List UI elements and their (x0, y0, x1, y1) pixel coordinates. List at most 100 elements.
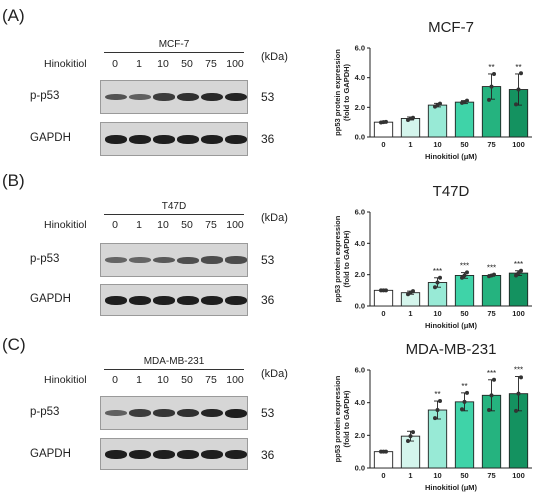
y-tick-label: 2.0 (355, 270, 365, 279)
blot-band (201, 92, 223, 102)
blot-band (105, 134, 127, 144)
blot-band (177, 256, 199, 264)
western-blot-gapdh (100, 438, 248, 470)
concentration-label: 10 (157, 374, 169, 386)
bar (454, 101, 475, 138)
concentration-label: 75 (205, 374, 217, 386)
bar (373, 451, 394, 469)
treatment-label: Hinokitiol (44, 219, 87, 231)
data-point (514, 408, 518, 413)
kda-label: (kDa) (261, 51, 288, 63)
blot-band (153, 134, 175, 144)
data-point (465, 270, 469, 275)
blot-band (177, 449, 199, 459)
data-point (492, 377, 496, 382)
row-label-gapdh: GAPDH (30, 293, 71, 305)
blot-band (129, 409, 151, 417)
molecular-weight: 36 (261, 293, 275, 307)
data-point (460, 275, 464, 280)
blot-band (177, 92, 199, 102)
molecular-weight: 36 (261, 448, 275, 462)
treatment-label: Hinokitiol (44, 374, 87, 386)
blot-band (201, 408, 223, 418)
y-tick-label: 0.0 (355, 302, 365, 311)
data-point (519, 375, 523, 380)
blot-band (129, 134, 151, 144)
concentration-label: 0 (112, 219, 118, 231)
y-axis-label-line: pp53 protein expression (333, 49, 342, 136)
data-point (516, 271, 521, 276)
blot-band (105, 93, 127, 101)
x-tick-label: 0 (381, 309, 385, 318)
blot-band (225, 92, 247, 102)
data-point (492, 71, 496, 76)
x-tick-label: 100 (512, 309, 525, 318)
molecular-weight: 53 (261, 90, 275, 104)
significance-label: *** (487, 369, 496, 378)
bar-chart-mda-mb-231: MDA-MB-231 pp53 protein expression(fold t… (333, 341, 532, 492)
blot-band (153, 256, 175, 264)
concentration-label: 10 (157, 58, 169, 70)
data-point (438, 101, 442, 106)
y-tick-label: 4.0 (355, 239, 365, 248)
molecular-weight: 53 (261, 253, 275, 267)
x-tick-label: 10 (433, 309, 441, 318)
blot-band (225, 449, 247, 459)
cell-line-rule (104, 369, 244, 370)
blot-band (105, 257, 127, 263)
y-tick-label: 0.0 (355, 133, 365, 142)
y-axis-label-line: pp53 protein expression (333, 375, 342, 462)
row-label-gapdh: GAPDH (30, 448, 71, 460)
row-label-gapdh: GAPDH (30, 132, 71, 144)
row-label-p-p53: p-p53 (30, 406, 60, 418)
y-axis-label-line: (fold to GAPDH) (342, 230, 351, 288)
panel-c: (C) MDA-MB-231 Hinokitiol 0 1 10 50 75 1… (0, 330, 550, 496)
blot-band (225, 295, 247, 305)
blot-band (177, 295, 199, 305)
blot-band (177, 134, 199, 144)
concentration-label: 100 (226, 58, 244, 70)
x-tick-label: 100 (512, 140, 525, 149)
bar (400, 118, 421, 138)
blot-band (201, 449, 223, 459)
x-tick-label: 50 (460, 140, 468, 149)
significance-label: ** (461, 382, 467, 391)
bar (373, 121, 394, 138)
x-axis-label: Hinokitiol (μM) (425, 321, 478, 330)
bar (427, 104, 448, 138)
x-tick-label: 0 (381, 140, 385, 149)
panel-a: (A) MCF-7 Hinokitiol 0 1 10 50 75 100 (k… (0, 0, 550, 165)
significance-label: ** (434, 390, 440, 399)
blot-band (201, 295, 223, 305)
x-tick-label: 75 (487, 309, 495, 318)
blot-band (129, 257, 151, 263)
concentration-label: 1 (136, 58, 142, 70)
x-tick-label: 50 (460, 309, 468, 318)
blot-band (129, 295, 151, 305)
data-point (514, 273, 518, 278)
concentration-label: 50 (181, 374, 193, 386)
x-axis-label: Hinokitiol (μM) (425, 152, 478, 161)
concentration-label: 100 (226, 374, 244, 386)
blot-band (153, 295, 175, 305)
bar (373, 289, 394, 307)
bar (454, 401, 475, 469)
blot-band (201, 134, 223, 144)
western-blot-p-p53 (100, 243, 248, 277)
y-tick-label: 2.0 (355, 103, 365, 112)
cell-line-label: MDA-MB-231 (143, 356, 205, 367)
data-point (492, 272, 496, 277)
molecular-weight: 53 (261, 406, 275, 420)
western-blot-p-p53 (100, 396, 248, 430)
x-tick-label: 1 (408, 309, 412, 318)
panel-label: (A) (2, 6, 25, 25)
significance-label: ** (488, 63, 494, 72)
data-point (384, 288, 388, 293)
chart-title: MCF-7 (428, 19, 474, 36)
bar (454, 274, 475, 307)
x-tick-label: 75 (487, 140, 495, 149)
significance-label: *** (487, 264, 496, 273)
blot-band (105, 409, 127, 417)
data-point (411, 430, 415, 435)
significance-label: *** (433, 267, 442, 276)
